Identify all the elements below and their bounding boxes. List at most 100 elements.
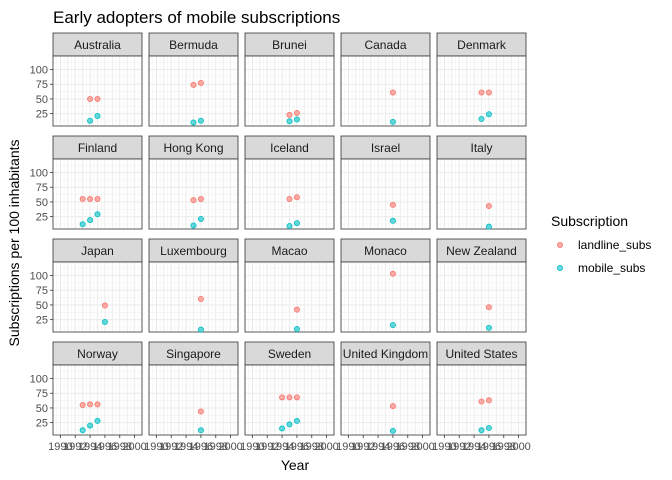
y-tick-label: 50 xyxy=(36,94,48,106)
mobile-point xyxy=(478,115,485,122)
x-tick-label: 1998 xyxy=(108,441,132,453)
panel-border xyxy=(436,158,527,230)
panel-border xyxy=(52,261,143,333)
y-tick-label: 75 xyxy=(36,388,48,400)
landline-point xyxy=(389,270,396,277)
x-tick-label: 1998 xyxy=(492,441,516,453)
facet-panel: Japan 25 50 75 100 xyxy=(30,238,143,333)
panel-border xyxy=(340,55,431,127)
landline-point xyxy=(197,408,204,415)
landline-point xyxy=(478,89,485,96)
x-tick-label: 1994 xyxy=(270,441,294,453)
panel-border xyxy=(436,364,527,436)
y-tick-label: 100 xyxy=(30,65,48,77)
facet-panel: Australia 25 50 75 100 xyxy=(30,32,143,127)
mobile-point xyxy=(279,425,286,432)
chart-title: Early adopters of mobile subscriptions xyxy=(53,8,340,27)
x-tick-label: 2000 xyxy=(506,441,530,453)
mobile-point xyxy=(79,427,86,434)
facet-strip-label: Macao xyxy=(271,244,307,258)
facet-strip-label: United States xyxy=(445,347,517,361)
y-tick-label: 50 xyxy=(36,403,48,415)
mobile-point xyxy=(87,422,94,429)
x-tick-label: 2000 xyxy=(218,441,242,453)
panel-border xyxy=(244,55,335,127)
x-tick-label: 1990 xyxy=(144,441,168,453)
landline-point xyxy=(485,397,492,404)
legend-swatch xyxy=(557,264,564,271)
facet-strip-label: Denmark xyxy=(457,38,507,52)
mobile-point xyxy=(190,119,197,126)
mobile-point xyxy=(79,221,86,228)
panel-border xyxy=(340,261,431,333)
panel-border xyxy=(244,261,335,333)
landline-point xyxy=(293,194,300,201)
facet-panel: Hong Kong xyxy=(148,135,239,230)
mobile-point xyxy=(94,113,101,120)
x-tick-label: 2000 xyxy=(122,441,146,453)
facet-panel: Luxembourg xyxy=(148,238,239,333)
y-tick-label: 25 xyxy=(36,109,48,121)
x-tick-label: 1990 xyxy=(240,441,264,453)
mobile-point xyxy=(293,417,300,424)
facet-strip-label: Monaco xyxy=(364,244,407,258)
x-tick-label: 1998 xyxy=(204,441,228,453)
mobile-point xyxy=(197,117,204,124)
landline-point xyxy=(94,195,101,202)
x-tick-label: 1990 xyxy=(432,441,456,453)
mobile-point xyxy=(389,321,396,328)
facet-strip-label: Australia xyxy=(74,38,121,52)
y-tick-label: 100 xyxy=(30,374,48,386)
facet-panel: Brunei xyxy=(244,32,335,127)
x-tick-label: 1992 xyxy=(351,441,375,453)
panel-border xyxy=(52,158,143,230)
legend-label: mobile_subs xyxy=(578,261,645,275)
facet-strip-label: New Zealand xyxy=(446,244,517,258)
x-tick-label: 2000 xyxy=(410,441,434,453)
y-tick-label: 75 xyxy=(36,79,48,91)
x-tick-label: 1998 xyxy=(300,441,324,453)
landline-point xyxy=(87,195,94,202)
landline-point xyxy=(293,394,300,401)
landline-point xyxy=(389,89,396,96)
landline-point xyxy=(485,203,492,210)
panel-border xyxy=(436,55,527,127)
x-tick-label: 2000 xyxy=(314,441,338,453)
facet-panel: Denmark xyxy=(436,32,527,127)
landline-point xyxy=(389,403,396,410)
mobile-point xyxy=(389,217,396,224)
facet-strip-label: Italy xyxy=(470,141,492,155)
facet-strip-label: Bermuda xyxy=(169,38,218,52)
panel-border xyxy=(52,364,143,436)
facet-panel: Finland 25 50 75 100 xyxy=(30,135,143,230)
landline-point xyxy=(485,89,492,96)
mobile-point xyxy=(87,117,94,124)
x-tick-label: 1994 xyxy=(78,441,102,453)
mobile-point xyxy=(485,324,492,331)
x-tick-label: 1998 xyxy=(396,441,420,453)
mobile-point xyxy=(197,215,204,222)
facet-strip-label: Hong Kong xyxy=(163,141,223,155)
landline-point xyxy=(293,306,300,313)
y-tick-label: 25 xyxy=(36,315,48,327)
y-tick-label: 25 xyxy=(36,418,48,430)
mobile-point xyxy=(286,421,293,428)
landline-point xyxy=(279,394,286,401)
legend-label: landline_subs xyxy=(578,238,651,252)
x-axis-title: Year xyxy=(281,457,310,473)
panel-border xyxy=(148,261,239,333)
landline-point xyxy=(293,110,300,117)
landline-point xyxy=(94,401,101,408)
landline-point xyxy=(197,80,204,87)
x-tick-label: 1994 xyxy=(174,441,198,453)
mobile-point xyxy=(197,326,204,333)
landline-point xyxy=(197,296,204,303)
y-tick-label: 50 xyxy=(36,197,48,209)
mobile-point xyxy=(485,424,492,431)
legend-swatch xyxy=(557,241,564,248)
panel-border xyxy=(148,364,239,436)
